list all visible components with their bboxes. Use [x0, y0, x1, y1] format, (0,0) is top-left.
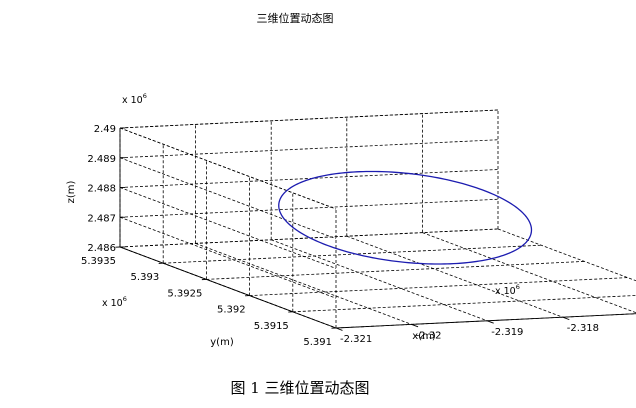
x-tick-mark	[562, 316, 570, 321]
grid-line-top-left	[119, 127, 337, 210]
x-tick-label: -2.32	[416, 330, 442, 341]
grid-line-floor-y	[206, 261, 585, 280]
z-tick-label: 2.489	[87, 154, 116, 165]
grid-line-floor-x	[497, 228, 636, 282]
x-axis-label: x(m)	[412, 331, 436, 342]
grid-line-leftwall-horizontal	[119, 157, 337, 240]
grid-line-leftwall-horizontal	[119, 187, 337, 269]
grid-line-floor-y	[163, 244, 542, 264]
x-axis-line	[335, 313, 636, 329]
x-tick-label: -2.318	[567, 323, 599, 334]
grid-line-backwall-horizontal	[119, 109, 499, 129]
x-tick-label: -2.319	[491, 327, 523, 338]
y-tick-label: 5.3935	[81, 256, 116, 267]
z-axis-ticks: 2.486 2.487 2.488 2.489 2.49	[87, 124, 125, 254]
y-tick-label: 5.3915	[254, 321, 289, 332]
z-axis-label: z(m)	[66, 181, 77, 204]
grid-line-floor-y	[292, 295, 636, 313]
x-tick-mark	[411, 323, 419, 328]
grid-line-backwall-horizontal	[119, 139, 499, 159]
x-multiplier: x 106	[495, 283, 520, 297]
x-tick-mark	[487, 320, 494, 324]
y-tick-label: 5.391	[303, 337, 332, 348]
y-axis-line	[119, 246, 337, 329]
grid-line-floor-x	[422, 232, 636, 314]
z-tick-label: 2.487	[87, 213, 116, 224]
grid-line-floor-x	[195, 243, 412, 325]
grid-line-top-back	[119, 109, 499, 129]
grid-line-backwall-horizontal	[119, 169, 499, 188]
figure-caption: 图 1 三维位置动态图	[230, 379, 369, 397]
z-tick-label: 2.49	[94, 124, 116, 135]
grid-line-backwall-horizontal	[119, 198, 499, 218]
y-tick-label: 5.393	[131, 272, 160, 283]
series-orbit-line	[278, 170, 533, 265]
x-axis-ticks: -2.321-2.32-2.319-2.318-2.317-2.316	[335, 316, 599, 345]
grid-line-floor-y	[249, 277, 628, 296]
y-multiplier: x 106	[102, 295, 127, 309]
z-tick-label: 2.486	[87, 243, 116, 254]
grid-line-floor-y	[119, 228, 499, 248]
grid-line-floor-x	[346, 235, 563, 318]
grid-line-leftwall-horizontal	[119, 216, 337, 299]
grid-line-floor-x	[271, 239, 488, 322]
x-tick-label: -2.321	[340, 334, 372, 345]
z-multiplier: x 106	[122, 92, 147, 106]
y-tick-label: 5.3925	[167, 288, 202, 299]
z-tick-label: 2.488	[87, 184, 116, 195]
y-tick-label: 5.392	[217, 305, 246, 316]
chart-title: 三维位置动态图	[257, 11, 334, 25]
x-tick-mark	[335, 327, 343, 331]
y-axis-ticks: 5.3935 5.393 5.3925 5.392 5.3915 5.391	[81, 246, 337, 348]
y-axis-label: y(m)	[210, 337, 234, 348]
